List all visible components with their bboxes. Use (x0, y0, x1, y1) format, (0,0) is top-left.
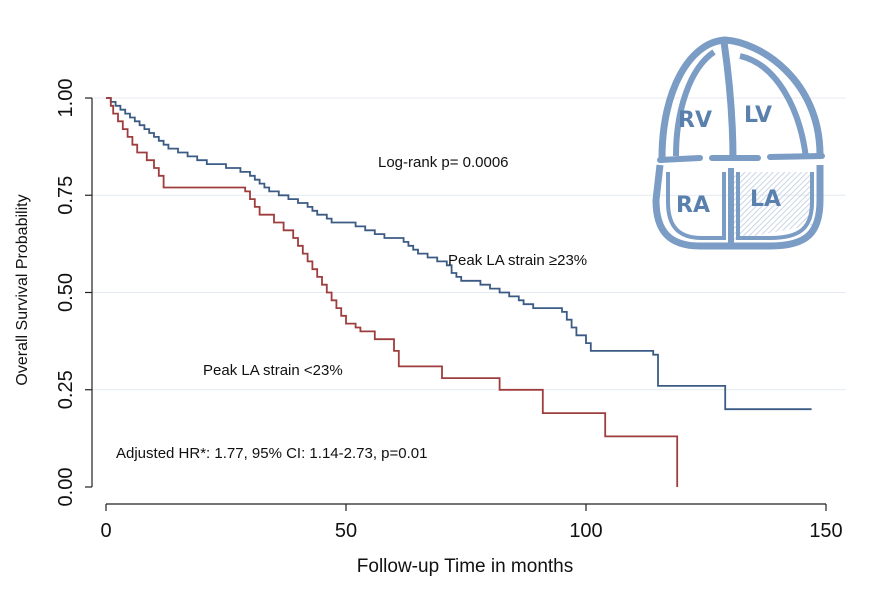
valve-plane (657, 153, 825, 163)
ra-label: RA (676, 193, 710, 218)
logrank-annotation: Log-rank p= 0.0006 (378, 154, 509, 171)
atria-outline (652, 164, 824, 250)
axes: 0.00 0.25 0.50 0.75 1.00 0 50 100 150 (55, 79, 843, 542)
y-tick-label-4: 1.00 (55, 79, 77, 118)
heart-chambers-inset: RV LV RA LA (652, 36, 825, 250)
lv-label: LV (744, 103, 772, 128)
y-axis-title: Overall Survival Probability (14, 194, 31, 385)
septum (720, 41, 737, 161)
lv-inner-wall (739, 53, 809, 159)
ra-inner-wall (666, 172, 726, 240)
y-tick-label-2: 0.50 (55, 273, 77, 312)
y-tick-label-0: 0.00 (55, 468, 77, 507)
la-inner-wall (736, 172, 814, 240)
label-low-strain: Peak LA strain <23% (203, 362, 343, 379)
series-group (106, 97, 812, 487)
x-tick-label-3: 150 (809, 520, 842, 542)
series-line-0 (106, 97, 812, 411)
x-tick-label-0: 0 (100, 520, 111, 542)
hr-annotation: Adjusted HR*: 1.77, 95% CI: 1.14-2.73, p… (116, 445, 427, 462)
label-high-strain: Peak LA strain ≥23% (448, 252, 587, 269)
gridlines (92, 97, 846, 391)
la-label: LA (750, 187, 781, 212)
la-hatch (733, 172, 812, 240)
y-tick-label-3: 0.75 (55, 176, 77, 215)
rv-label: RV (678, 108, 712, 133)
ventricles-outline (658, 36, 824, 159)
x-axis-title: Follow-up Time in months (357, 556, 573, 577)
x-tick-label-2: 100 (569, 520, 602, 542)
y-tick-label-1: 0.25 (55, 370, 77, 409)
series-line-1 (106, 97, 679, 487)
rv-inner-wall (673, 49, 716, 157)
x-tick-label-1: 50 (335, 520, 357, 542)
